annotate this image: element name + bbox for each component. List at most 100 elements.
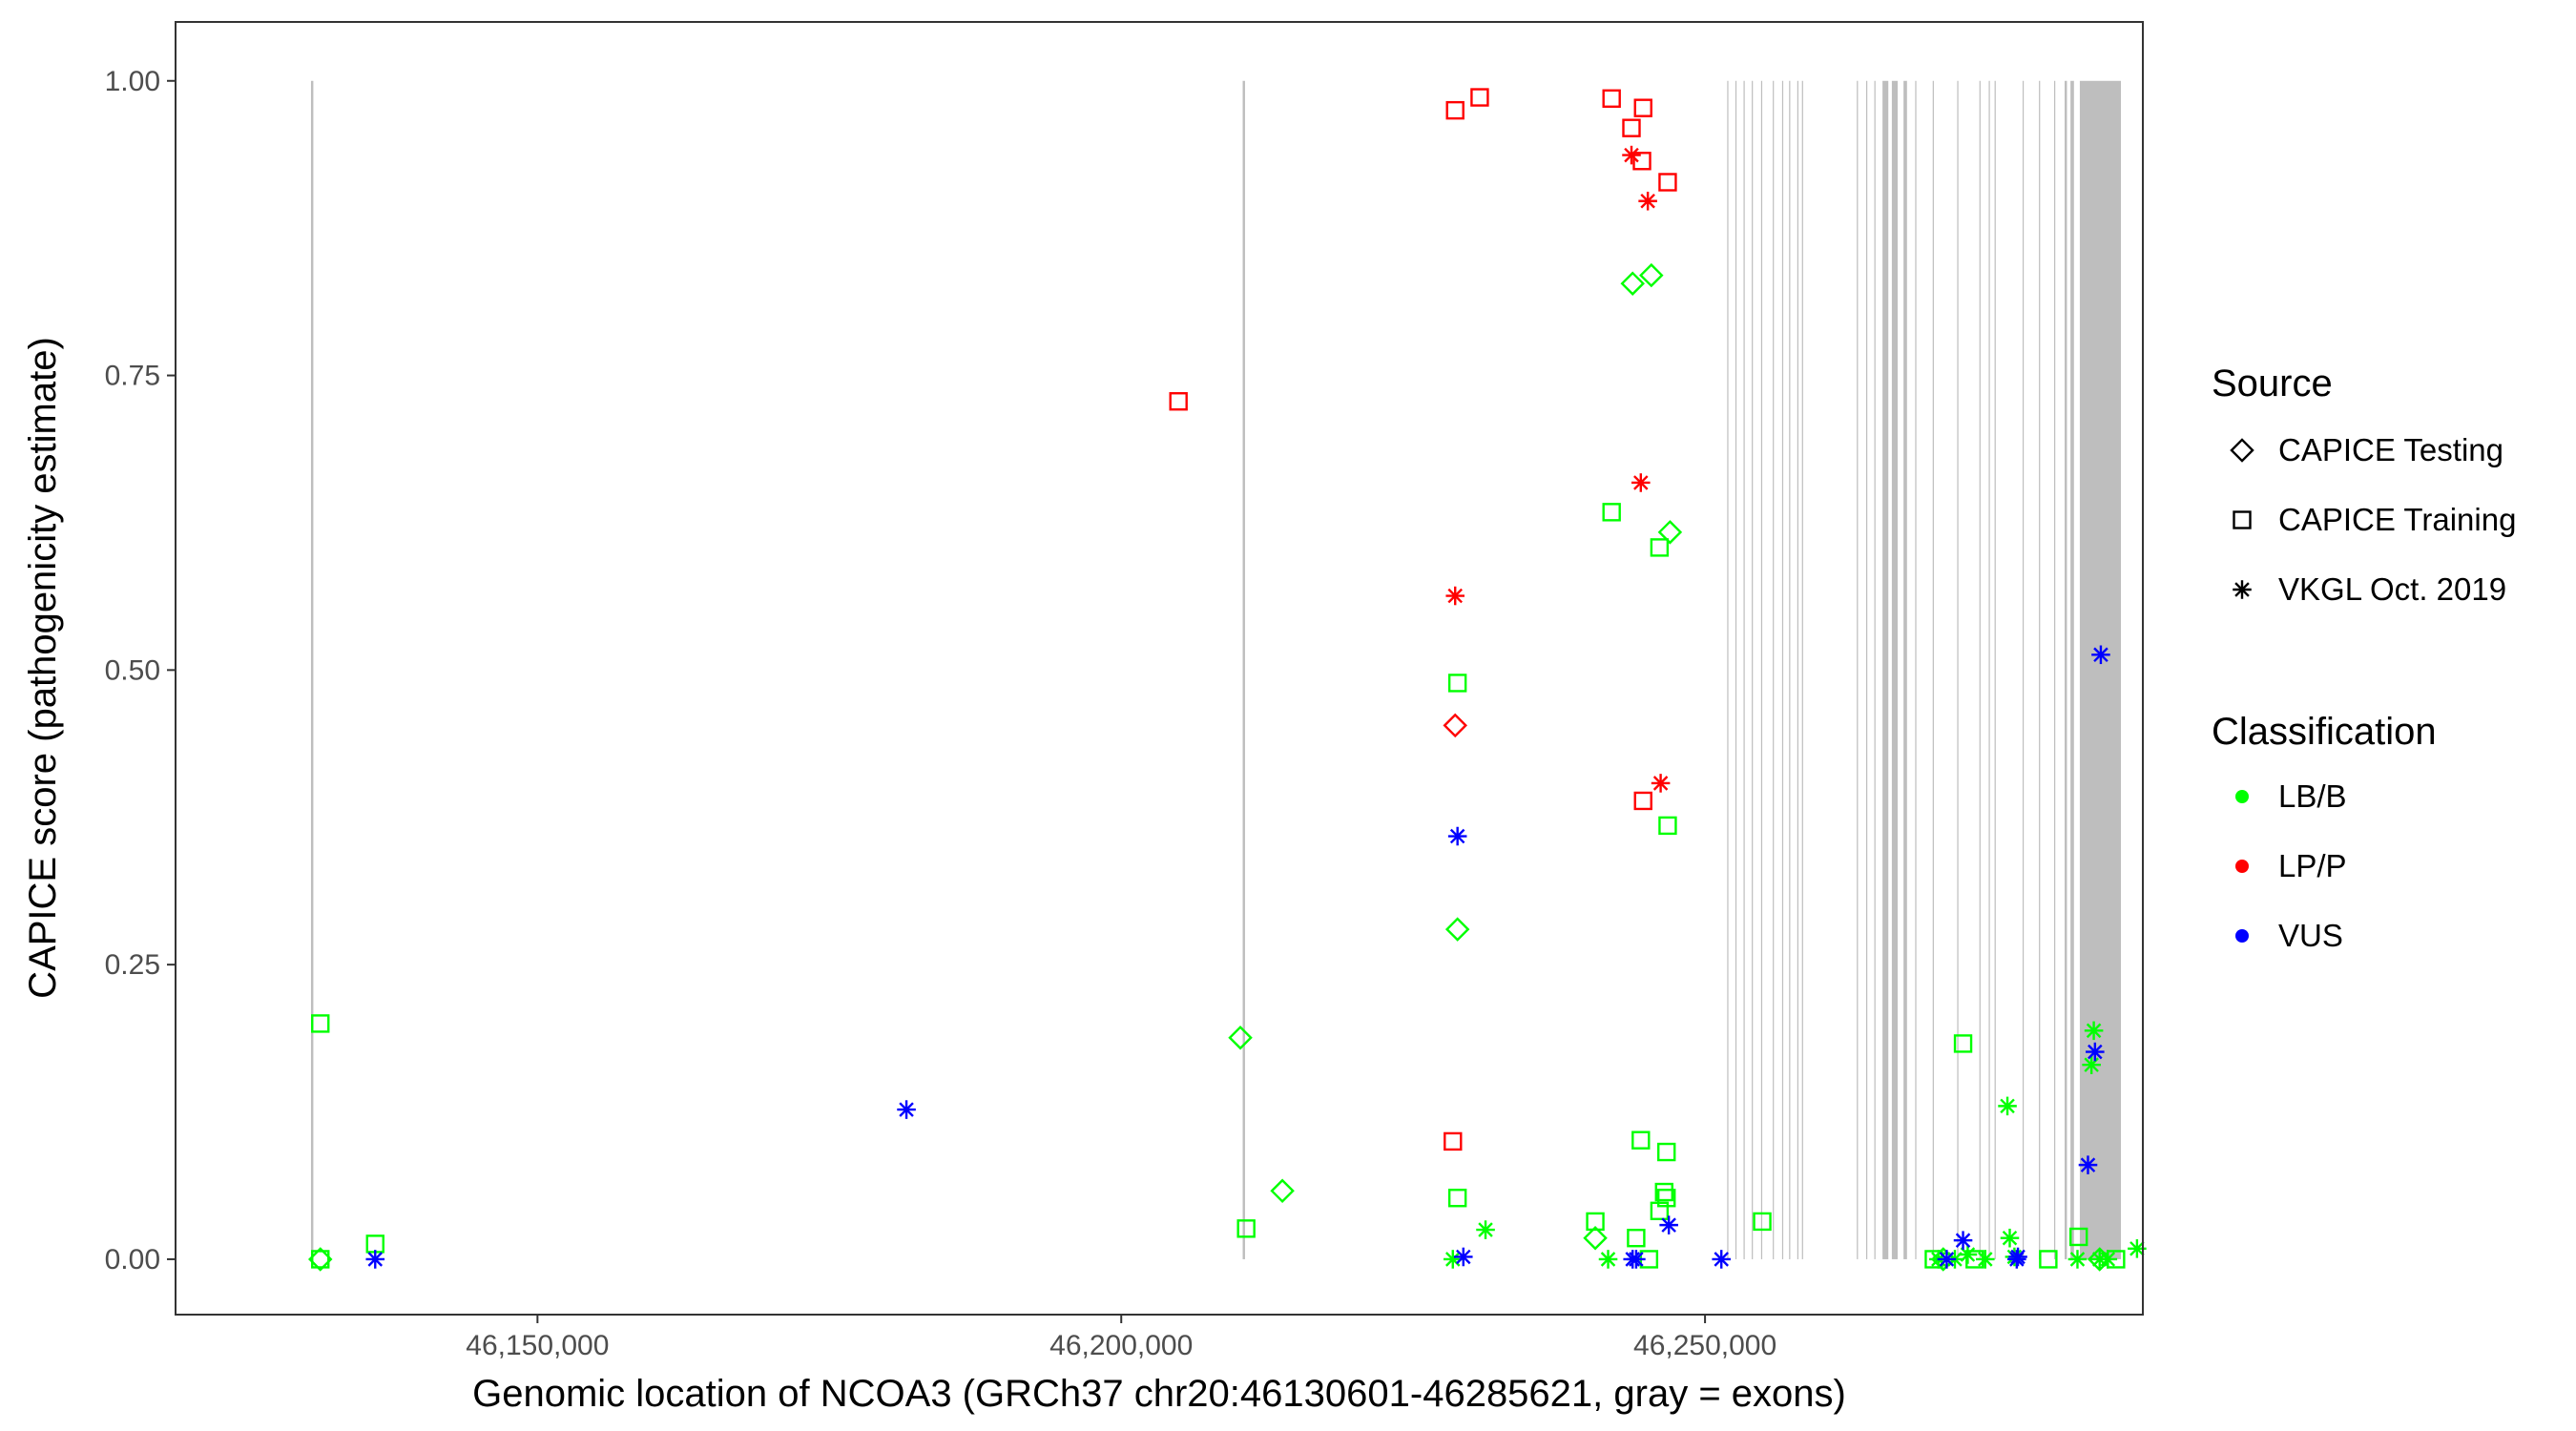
exon-band <box>1891 80 1899 1259</box>
data-point <box>1953 1034 1973 1053</box>
legend-source-key <box>2233 510 2252 529</box>
exon-band <box>1865 80 1868 1259</box>
legend-classification-label: VUS <box>2278 918 2343 953</box>
data-point <box>1627 1250 1646 1269</box>
exon-band <box>1760 80 1763 1259</box>
exon-band <box>1957 80 1959 1259</box>
legend-classification-key <box>2235 860 2249 873</box>
data-point <box>897 1100 916 1119</box>
plot-border <box>175 21 2144 1316</box>
data-point <box>1445 100 1465 120</box>
legend-source-key <box>2233 580 2252 599</box>
exon-band <box>1242 80 1245 1259</box>
data-point <box>1598 1250 1618 1269</box>
data-point <box>1657 520 1683 545</box>
exon-bands <box>310 80 2122 1259</box>
data-point <box>1228 1025 1253 1050</box>
exon-band <box>2022 80 2025 1259</box>
x-axis-title: Genomic location of NCOA3 (GRCh37 chr20:… <box>472 1373 1846 1415</box>
x-tick-label: 46,150,000 <box>466 1330 609 1361</box>
legend-source-label: CAPICE Testing <box>2278 432 2503 467</box>
data-point <box>1447 674 1467 693</box>
data-point <box>1622 118 1641 137</box>
data-point <box>1937 1250 1957 1269</box>
exon-band <box>1773 80 1775 1259</box>
exon-band <box>2079 80 2122 1259</box>
data-point <box>2086 1042 2105 1062</box>
data-point <box>1976 1250 1995 1269</box>
plot-background <box>176 22 2143 1315</box>
data-point <box>1445 586 1465 606</box>
exon-band <box>310 80 314 1259</box>
data-point <box>1470 88 1489 107</box>
data-point <box>1953 1231 1973 1250</box>
data-point <box>2068 1227 2088 1247</box>
data-point <box>1712 1250 1732 1269</box>
exon-band <box>2039 80 2041 1259</box>
data-point <box>1639 262 1664 288</box>
legend-classification-key <box>2235 929 2249 943</box>
legend-source-label: CAPICE Training <box>2278 502 2516 537</box>
exon-band <box>1882 80 1889 1259</box>
legend-classification-key <box>2235 790 2249 803</box>
y-tick-label: 1.00 <box>105 66 160 97</box>
data-point <box>1169 392 1188 411</box>
x-tick-label: 46,200,000 <box>1049 1330 1193 1361</box>
data-point <box>1602 503 1621 522</box>
legend-source-title: Source <box>2212 363 2333 404</box>
data-point <box>1443 1250 1463 1269</box>
data-point <box>1638 191 1657 211</box>
exon-band <box>1743 80 1745 1259</box>
data-point <box>1657 1142 1676 1162</box>
y-tick-label: 0.75 <box>105 361 160 392</box>
data-point <box>1454 1247 1473 1267</box>
data-point <box>1270 1178 1295 1204</box>
data-point <box>2098 1250 2118 1269</box>
axis-ticks: 46,150,000 46,200,000 46,250,000 0.00 0.25 0.… <box>105 66 1777 1361</box>
exon-band <box>1915 80 1917 1259</box>
data-point <box>1958 1245 1978 1264</box>
exon-band <box>1903 80 1907 1259</box>
data-point <box>311 1250 330 1269</box>
data-point <box>1447 1189 1467 1208</box>
data-point <box>1633 98 1652 117</box>
data-point <box>1620 271 1645 296</box>
exon-band <box>1932 80 1934 1259</box>
data-point <box>1633 791 1652 811</box>
exon-band <box>1752 80 1754 1259</box>
data-point <box>2082 1055 2101 1074</box>
data-point <box>1627 1229 1646 1248</box>
exon-band <box>1874 80 1876 1259</box>
data-point <box>1586 1212 1605 1232</box>
exon-band <box>1994 80 1996 1259</box>
exon-band <box>2065 80 2067 1259</box>
data-point <box>1583 1225 1608 1251</box>
data-point <box>1998 1096 2017 1116</box>
exon-band <box>2070 80 2074 1259</box>
legend-classification-title: Classification <box>2212 711 2437 753</box>
data-point <box>2039 1250 2058 1269</box>
data-point <box>2091 645 2110 665</box>
y-tick-label: 0.25 <box>105 949 160 981</box>
legend-classification-label: LB/B <box>2278 778 2347 814</box>
data-point <box>1602 89 1621 108</box>
legend-classification-label: LP/P <box>2278 848 2347 883</box>
legend-source-label: VKGL Oct. 2019 <box>2278 571 2506 607</box>
y-tick-label: 0.50 <box>105 654 160 686</box>
exon-band <box>1988 80 1990 1259</box>
data-point <box>365 1250 385 1269</box>
data-point <box>2000 1228 2020 1248</box>
data-point <box>2084 1021 2104 1041</box>
data-point <box>2067 1250 2088 1269</box>
exon-band <box>1735 80 1737 1259</box>
data-point <box>1658 173 1677 192</box>
data-point <box>1659 1215 1678 1234</box>
data-point <box>1622 145 1641 165</box>
data-point <box>1476 1220 1495 1239</box>
exon-band <box>1781 80 1784 1259</box>
legend-source-key <box>2230 438 2254 463</box>
exon-band <box>1979 80 1981 1259</box>
data-point <box>1658 816 1677 836</box>
data-point <box>1443 713 1467 738</box>
